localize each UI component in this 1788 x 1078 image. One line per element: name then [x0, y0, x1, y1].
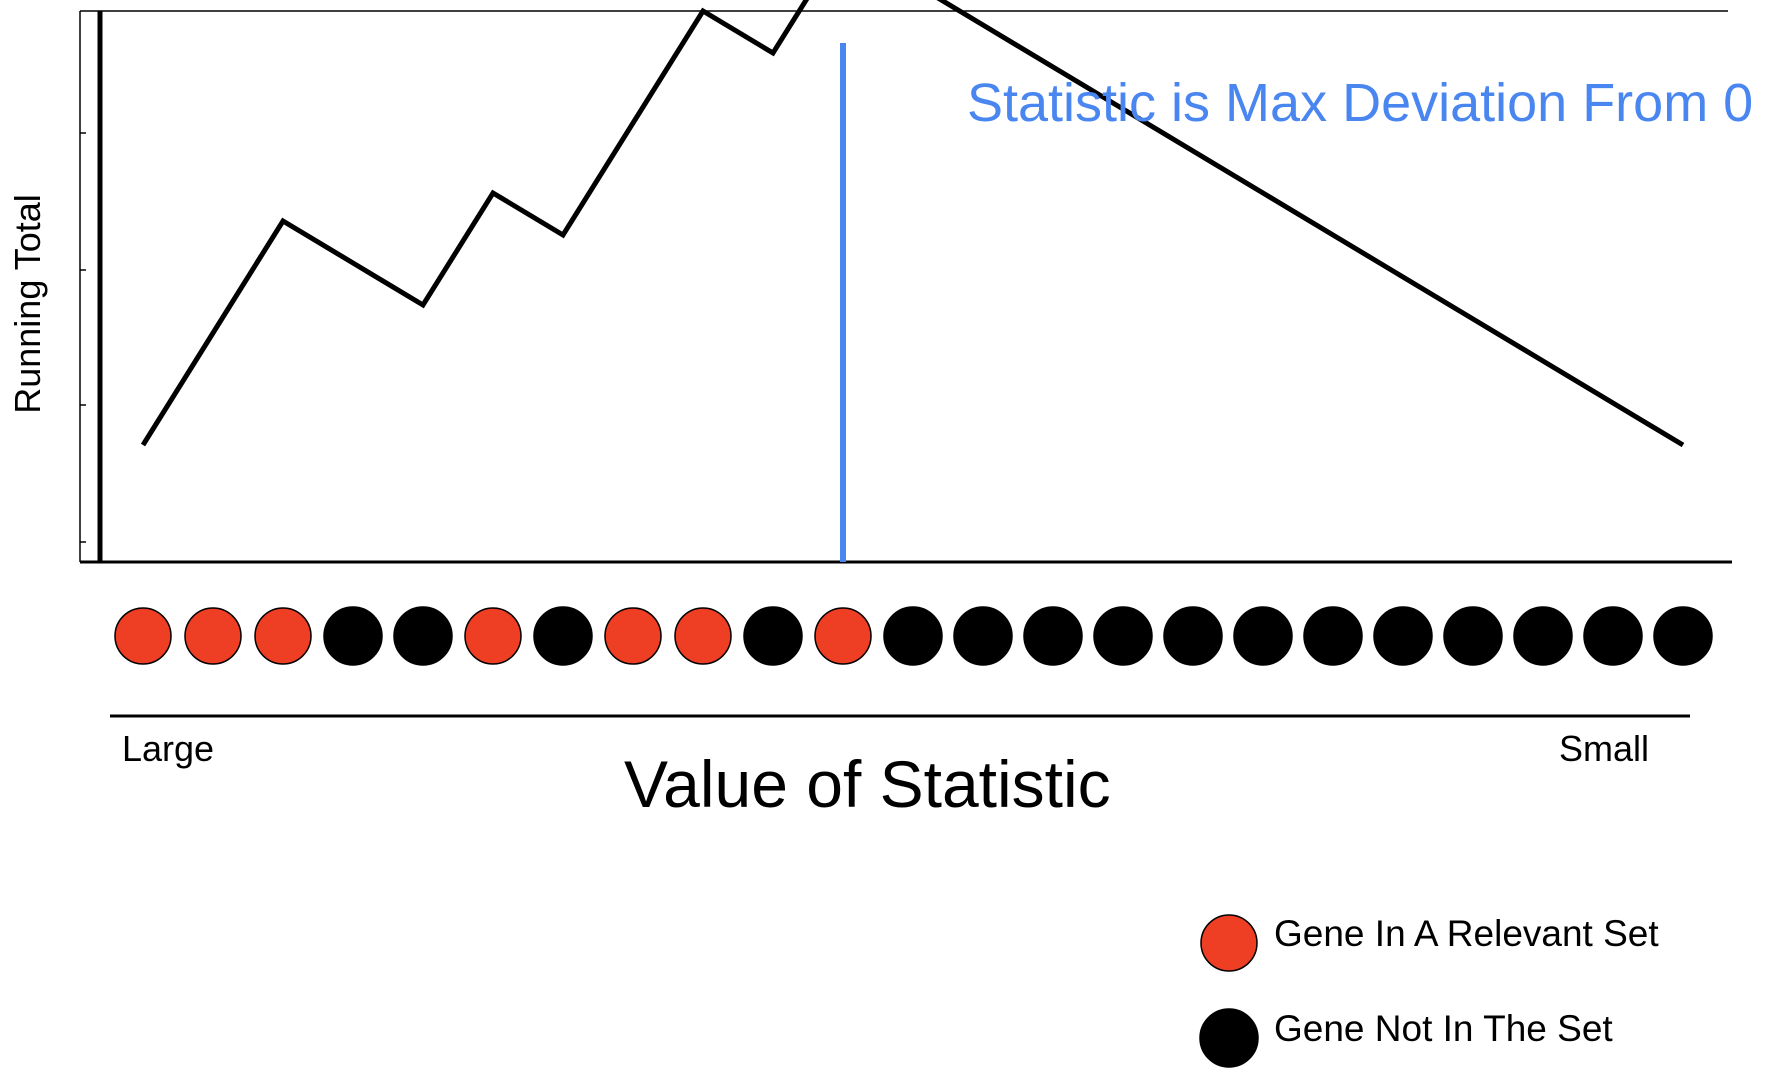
gene-not-in-set-dot: [953, 606, 1013, 666]
y-axis-label: Running Total: [7, 194, 48, 414]
gene-in-set-dot: [184, 607, 242, 665]
legend-label-in-set: Gene In A Relevant Set: [1274, 913, 1659, 954]
max-deviation-annotation: Statistic is Max Deviation From 0: [967, 73, 1754, 133]
gene-in-set-dot: [464, 607, 522, 665]
gene-not-in-set-dot: [1303, 606, 1363, 666]
gene-not-in-set-dot: [1373, 606, 1433, 666]
plot-marks: [114, 0, 1713, 666]
gene-not-in-set-dot: [533, 606, 593, 666]
gene-in-set-dot: [114, 607, 172, 665]
gene-not-in-set-dot: [1023, 606, 1083, 666]
gene-not-in-set-dot: [393, 606, 453, 666]
gene-not-in-set-dot: [323, 606, 383, 666]
axis-start-label: Large: [122, 728, 215, 769]
legend-marker-not-in-set: [1199, 1008, 1259, 1068]
gene-not-in-set-dot: [1093, 606, 1153, 666]
gene-in-set-dot: [254, 607, 312, 665]
gene-not-in-set-dot: [1653, 606, 1713, 666]
x-axis-label: Value of Statistic: [624, 747, 1111, 821]
gene-not-in-set-dot: [1163, 606, 1223, 666]
gene-not-in-set-dot: [883, 606, 943, 666]
running-total-line: [140, 0, 1685, 448]
legend-marker-in-set: [1200, 914, 1258, 972]
gene-not-in-set-dot: [1443, 606, 1503, 666]
gene-in-set-dot: [674, 607, 732, 665]
gene-not-in-set-dot: [1583, 606, 1643, 666]
gene-not-in-set-dot: [1233, 606, 1293, 666]
legend-label-not-in-set: Gene Not In The Set: [1274, 1008, 1613, 1049]
gene-in-set-dot: [604, 607, 662, 665]
gene-not-in-set-dot: [1513, 606, 1573, 666]
gene-in-set-dot: [814, 607, 872, 665]
gene-not-in-set-dot: [743, 606, 803, 666]
legend-markers: [1199, 914, 1259, 1068]
plot-frame: [79, 10, 1732, 564]
axis-end-label: Small: [1559, 728, 1650, 769]
